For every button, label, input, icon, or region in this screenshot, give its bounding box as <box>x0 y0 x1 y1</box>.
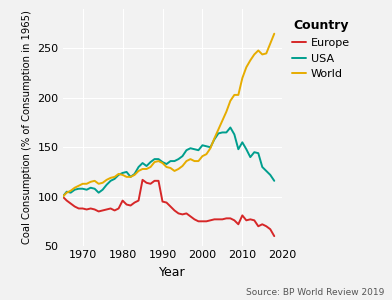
Europe <box>140 178 145 181</box>
Europe <box>192 218 197 221</box>
Line: World: World <box>63 34 274 196</box>
World <box>140 167 145 171</box>
USA <box>96 191 101 194</box>
World <box>60 195 65 198</box>
Europe <box>180 213 185 216</box>
World <box>272 32 277 35</box>
Legend: Europe, USA, World: Europe, USA, World <box>292 19 350 79</box>
Text: Source: BP World Review 2019: Source: BP World Review 2019 <box>246 288 384 297</box>
USA <box>228 126 233 129</box>
Line: USA: USA <box>63 128 274 196</box>
Europe <box>188 214 193 218</box>
World <box>176 167 181 171</box>
USA <box>188 146 193 150</box>
Europe <box>208 218 213 222</box>
World <box>188 157 193 161</box>
Y-axis label: Coal Consumption (% of Consumption in 1965): Coal Consumption (% of Consumption in 19… <box>22 11 32 244</box>
Europe <box>60 195 65 198</box>
USA <box>272 179 277 183</box>
USA <box>204 145 209 148</box>
World <box>96 182 101 186</box>
World <box>184 159 189 163</box>
Europe <box>96 210 101 213</box>
Europe <box>144 181 149 184</box>
X-axis label: Year: Year <box>159 266 186 279</box>
USA <box>60 195 65 198</box>
USA <box>184 148 189 152</box>
USA <box>140 161 145 165</box>
Line: Europe: Europe <box>63 180 274 236</box>
USA <box>176 157 181 161</box>
Europe <box>272 234 277 238</box>
World <box>204 152 209 156</box>
